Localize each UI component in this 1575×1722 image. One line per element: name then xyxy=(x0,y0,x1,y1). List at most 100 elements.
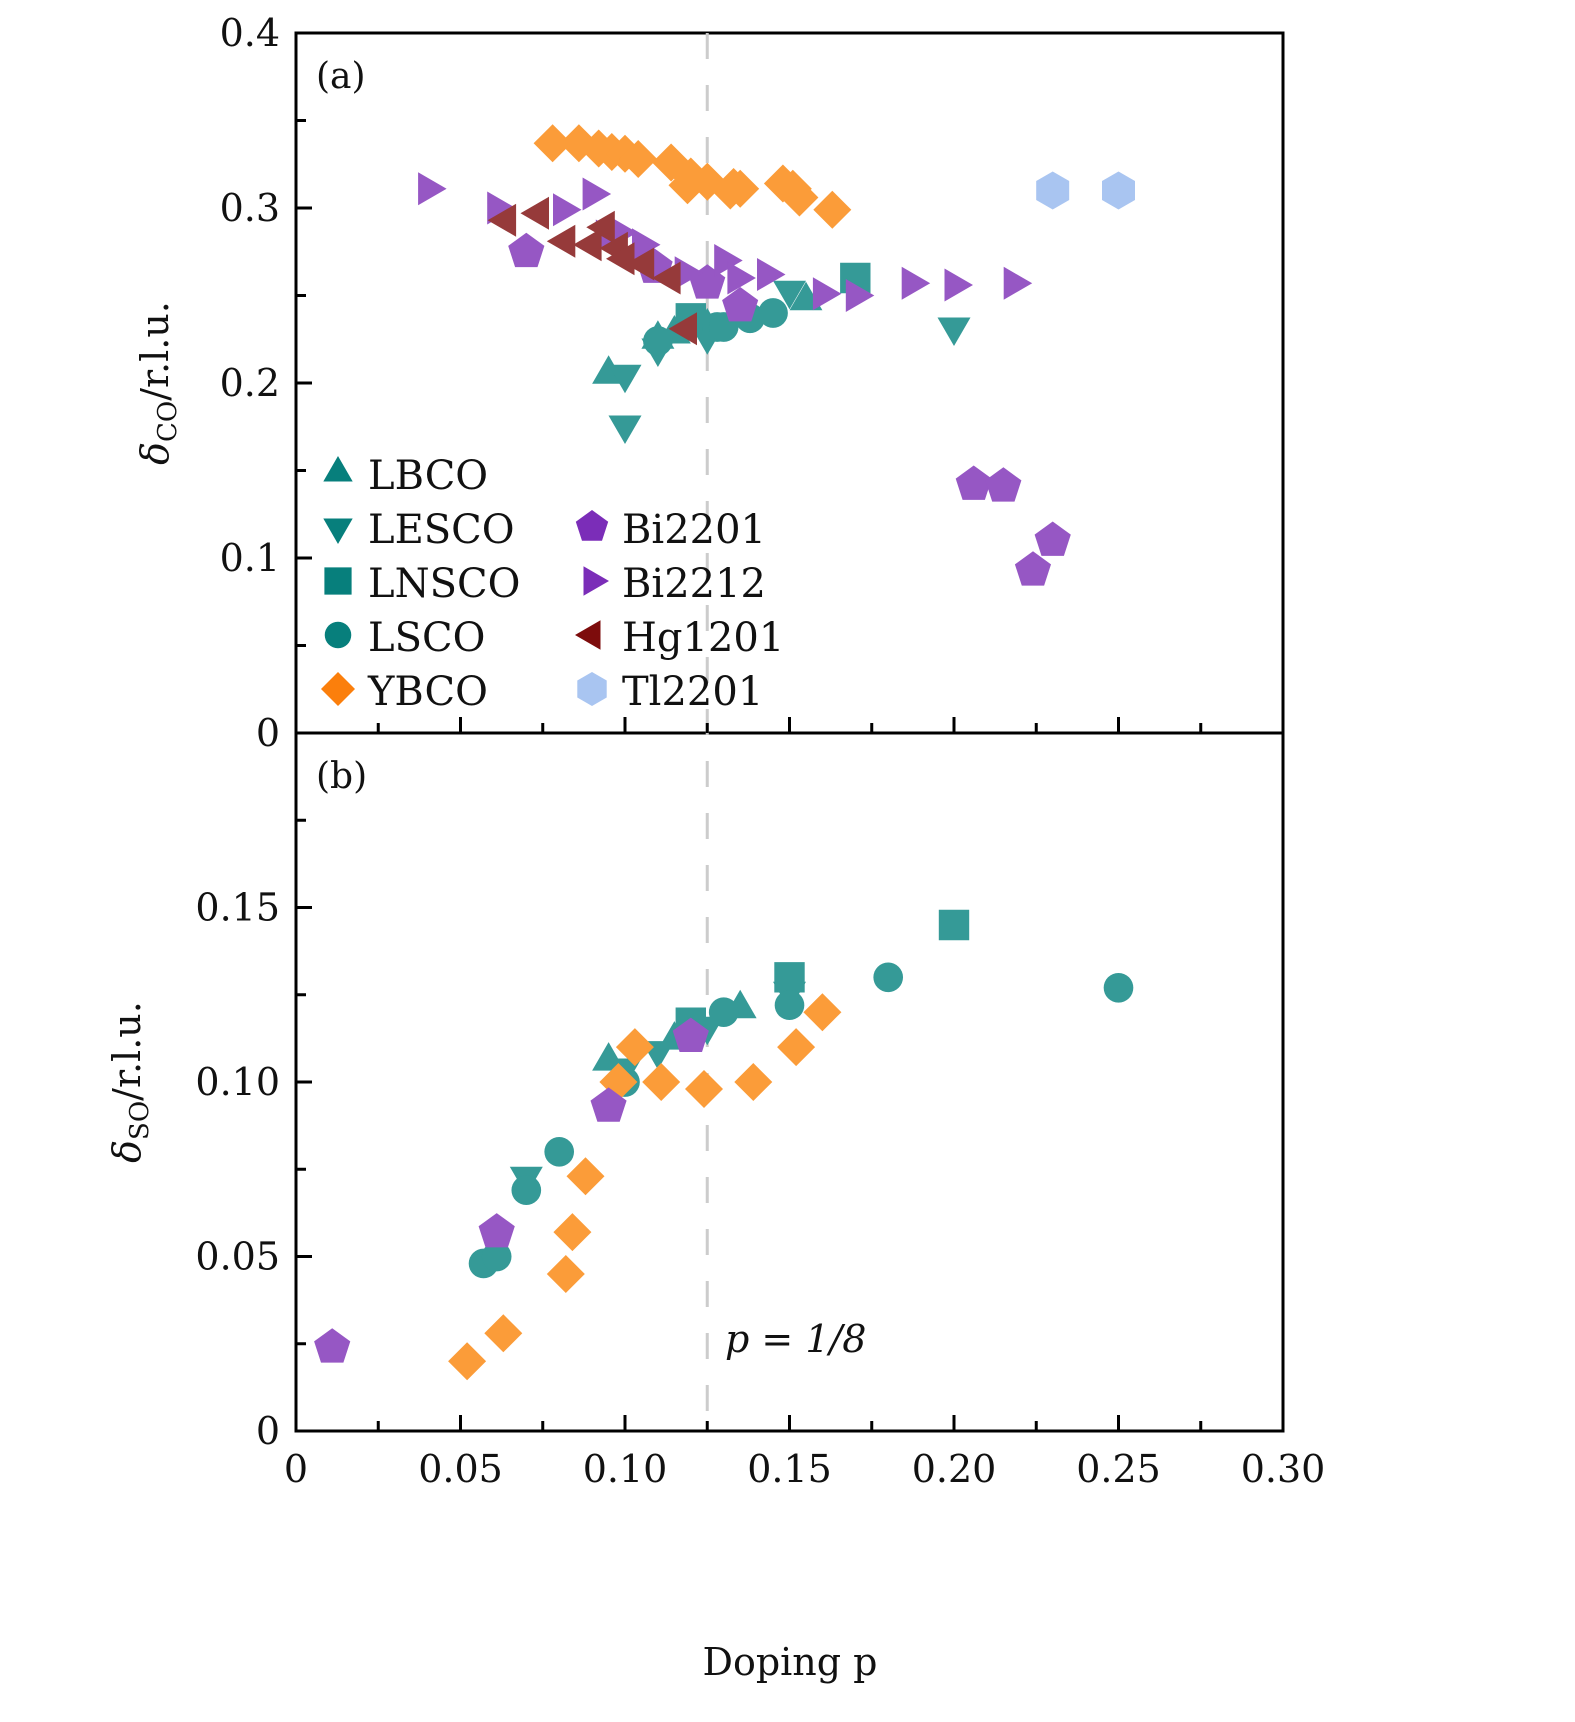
data-point-bi2212 xyxy=(632,228,661,262)
data-point-ybco xyxy=(448,1342,487,1381)
data-point-bi2201 xyxy=(672,1017,709,1052)
legend-marker-hg1201 xyxy=(575,620,601,650)
data-point-lesco xyxy=(608,364,642,394)
data-point-hg1201 xyxy=(606,242,635,276)
x-tick-label: 0 xyxy=(284,1447,308,1491)
data-point-tl2201 xyxy=(1036,171,1070,210)
y-tick-label: 0 xyxy=(256,1409,280,1453)
data-point-lesco xyxy=(937,317,971,346)
reference-annotation: p = 1/8 xyxy=(725,1317,866,1361)
x-tick-label: 0.15 xyxy=(747,1447,832,1491)
legend-marker-lbco xyxy=(323,456,353,482)
data-point-lsco xyxy=(774,990,805,1021)
data-point-bi2212 xyxy=(944,268,973,302)
x-axis-title: Doping p xyxy=(702,1640,877,1684)
data-point-lnsco xyxy=(774,962,805,993)
y-tick-label: 0 xyxy=(256,711,280,755)
data-point-hg1201 xyxy=(652,261,681,295)
data-point-ybco xyxy=(566,1157,605,1196)
data-point-ybco xyxy=(642,1063,681,1101)
y-tick-label: 0.3 xyxy=(220,186,280,230)
panel-b-ylabel-sub: SO xyxy=(125,1101,155,1140)
data-point-hg1201 xyxy=(586,210,615,244)
data-point-bi2212 xyxy=(727,261,756,295)
data-point-lsco xyxy=(708,997,739,1028)
panel-a-label: (a) xyxy=(316,56,366,97)
data-point-bi2212 xyxy=(553,193,582,227)
x-tick-label: 0.05 xyxy=(418,1447,503,1491)
legend-label-ybco: YBCO xyxy=(367,669,488,715)
data-point-lsco xyxy=(643,326,673,356)
y-tick-label: 0.15 xyxy=(195,886,280,930)
panel-b-ylabel-main: δ xyxy=(105,1140,149,1163)
data-point-hg1201 xyxy=(625,247,655,281)
data-point-bi2201 xyxy=(478,1213,515,1248)
panel-a-ylabel-main: δ xyxy=(133,442,177,465)
data-point-ybco xyxy=(553,1213,592,1252)
y-tick-label: 0.10 xyxy=(195,1060,280,1104)
data-point-ybco xyxy=(685,1070,723,1108)
data-point-ybco xyxy=(484,1314,523,1353)
data-point-ybco xyxy=(734,1063,773,1101)
data-point-lesco xyxy=(773,280,806,310)
legend-label-bi2201: Bi2201 xyxy=(622,507,766,553)
data-point-lsco xyxy=(758,298,788,328)
legend-label-lsco: LSCO xyxy=(368,615,485,661)
data-point-bi2212 xyxy=(812,277,842,311)
data-point-hg1201 xyxy=(487,203,517,237)
data-point-ybco xyxy=(777,1028,816,1067)
y-tick-label: 0.4 xyxy=(220,11,280,55)
data-point-bi2201 xyxy=(590,1087,627,1122)
data-point-bi2201 xyxy=(314,1328,351,1363)
panel-a-ylabel-sub: CO xyxy=(153,401,183,442)
data-point-bi2212 xyxy=(582,177,612,211)
x-tick-label: 0.25 xyxy=(1076,1447,1161,1491)
data-point-hg1201 xyxy=(668,312,697,346)
data-point-bi2212 xyxy=(674,256,704,290)
x-tick-label: 0.30 xyxy=(1241,1447,1326,1491)
legend-label-hg1201: Hg1201 xyxy=(622,615,784,661)
legend-marker-lsco xyxy=(324,621,352,649)
data-point-lsco xyxy=(544,1136,575,1167)
data-point-bi2212 xyxy=(418,172,447,206)
data-point-ybco xyxy=(533,124,572,163)
data-point-bi2201 xyxy=(722,287,759,322)
panel-a-ylabel-tail: /r.l.u. xyxy=(133,301,177,401)
data-point-bi2201 xyxy=(955,465,992,500)
legend-marker-lesco xyxy=(323,518,353,544)
data-point-lnsco xyxy=(938,909,970,941)
legend-label-tl2201: Tl2201 xyxy=(622,669,763,715)
data-point-lsco xyxy=(481,1241,512,1272)
data-point-hg1201 xyxy=(546,224,576,258)
panel-b-ylabel-tail: /r.l.u. xyxy=(105,1001,149,1101)
data-point-ybco xyxy=(780,178,819,217)
data-point-ybco xyxy=(813,190,852,229)
y-tick-label: 0.1 xyxy=(220,536,280,580)
data-point-bi2201 xyxy=(508,232,545,268)
legend-marker-bi2212 xyxy=(583,566,609,596)
legend-label-bi2212: Bi2212 xyxy=(622,561,766,607)
legend-marker-bi2201 xyxy=(575,510,609,541)
x-tick-label: 0.10 xyxy=(583,1447,668,1491)
data-point-hg1201 xyxy=(573,228,602,262)
panel-a-ylabel: δCO/r.l.u. xyxy=(133,301,183,465)
data-point-bi2212 xyxy=(1003,266,1033,300)
panel-b-ylabel: δSO/r.l.u. xyxy=(105,1001,155,1163)
data-point-tl2201 xyxy=(1102,171,1135,210)
legend-marker-lnsco xyxy=(324,567,352,595)
data-point-lsco xyxy=(873,962,904,993)
data-point-lsco xyxy=(1103,972,1134,1003)
legend: LBCO LESCO LNSCO LSCO YBCO Bi2201 Bi2212 Hg1201… xyxy=(321,453,784,715)
x-tick-label: 0.20 xyxy=(912,1447,997,1491)
legend-label-lbco: LBCO xyxy=(368,453,488,499)
data-point-bi2212 xyxy=(757,258,786,291)
legend-label-lnsco: LNSCO xyxy=(368,561,520,607)
data-point-lsco xyxy=(511,1175,542,1206)
panel-b-label: (b) xyxy=(316,756,367,797)
data-point-bi2201 xyxy=(985,467,1022,502)
data-point-bi2212 xyxy=(901,266,931,300)
data-point-bi2201 xyxy=(1034,521,1071,556)
data-point-ybco xyxy=(619,140,658,178)
data-point-ybco xyxy=(721,169,760,208)
